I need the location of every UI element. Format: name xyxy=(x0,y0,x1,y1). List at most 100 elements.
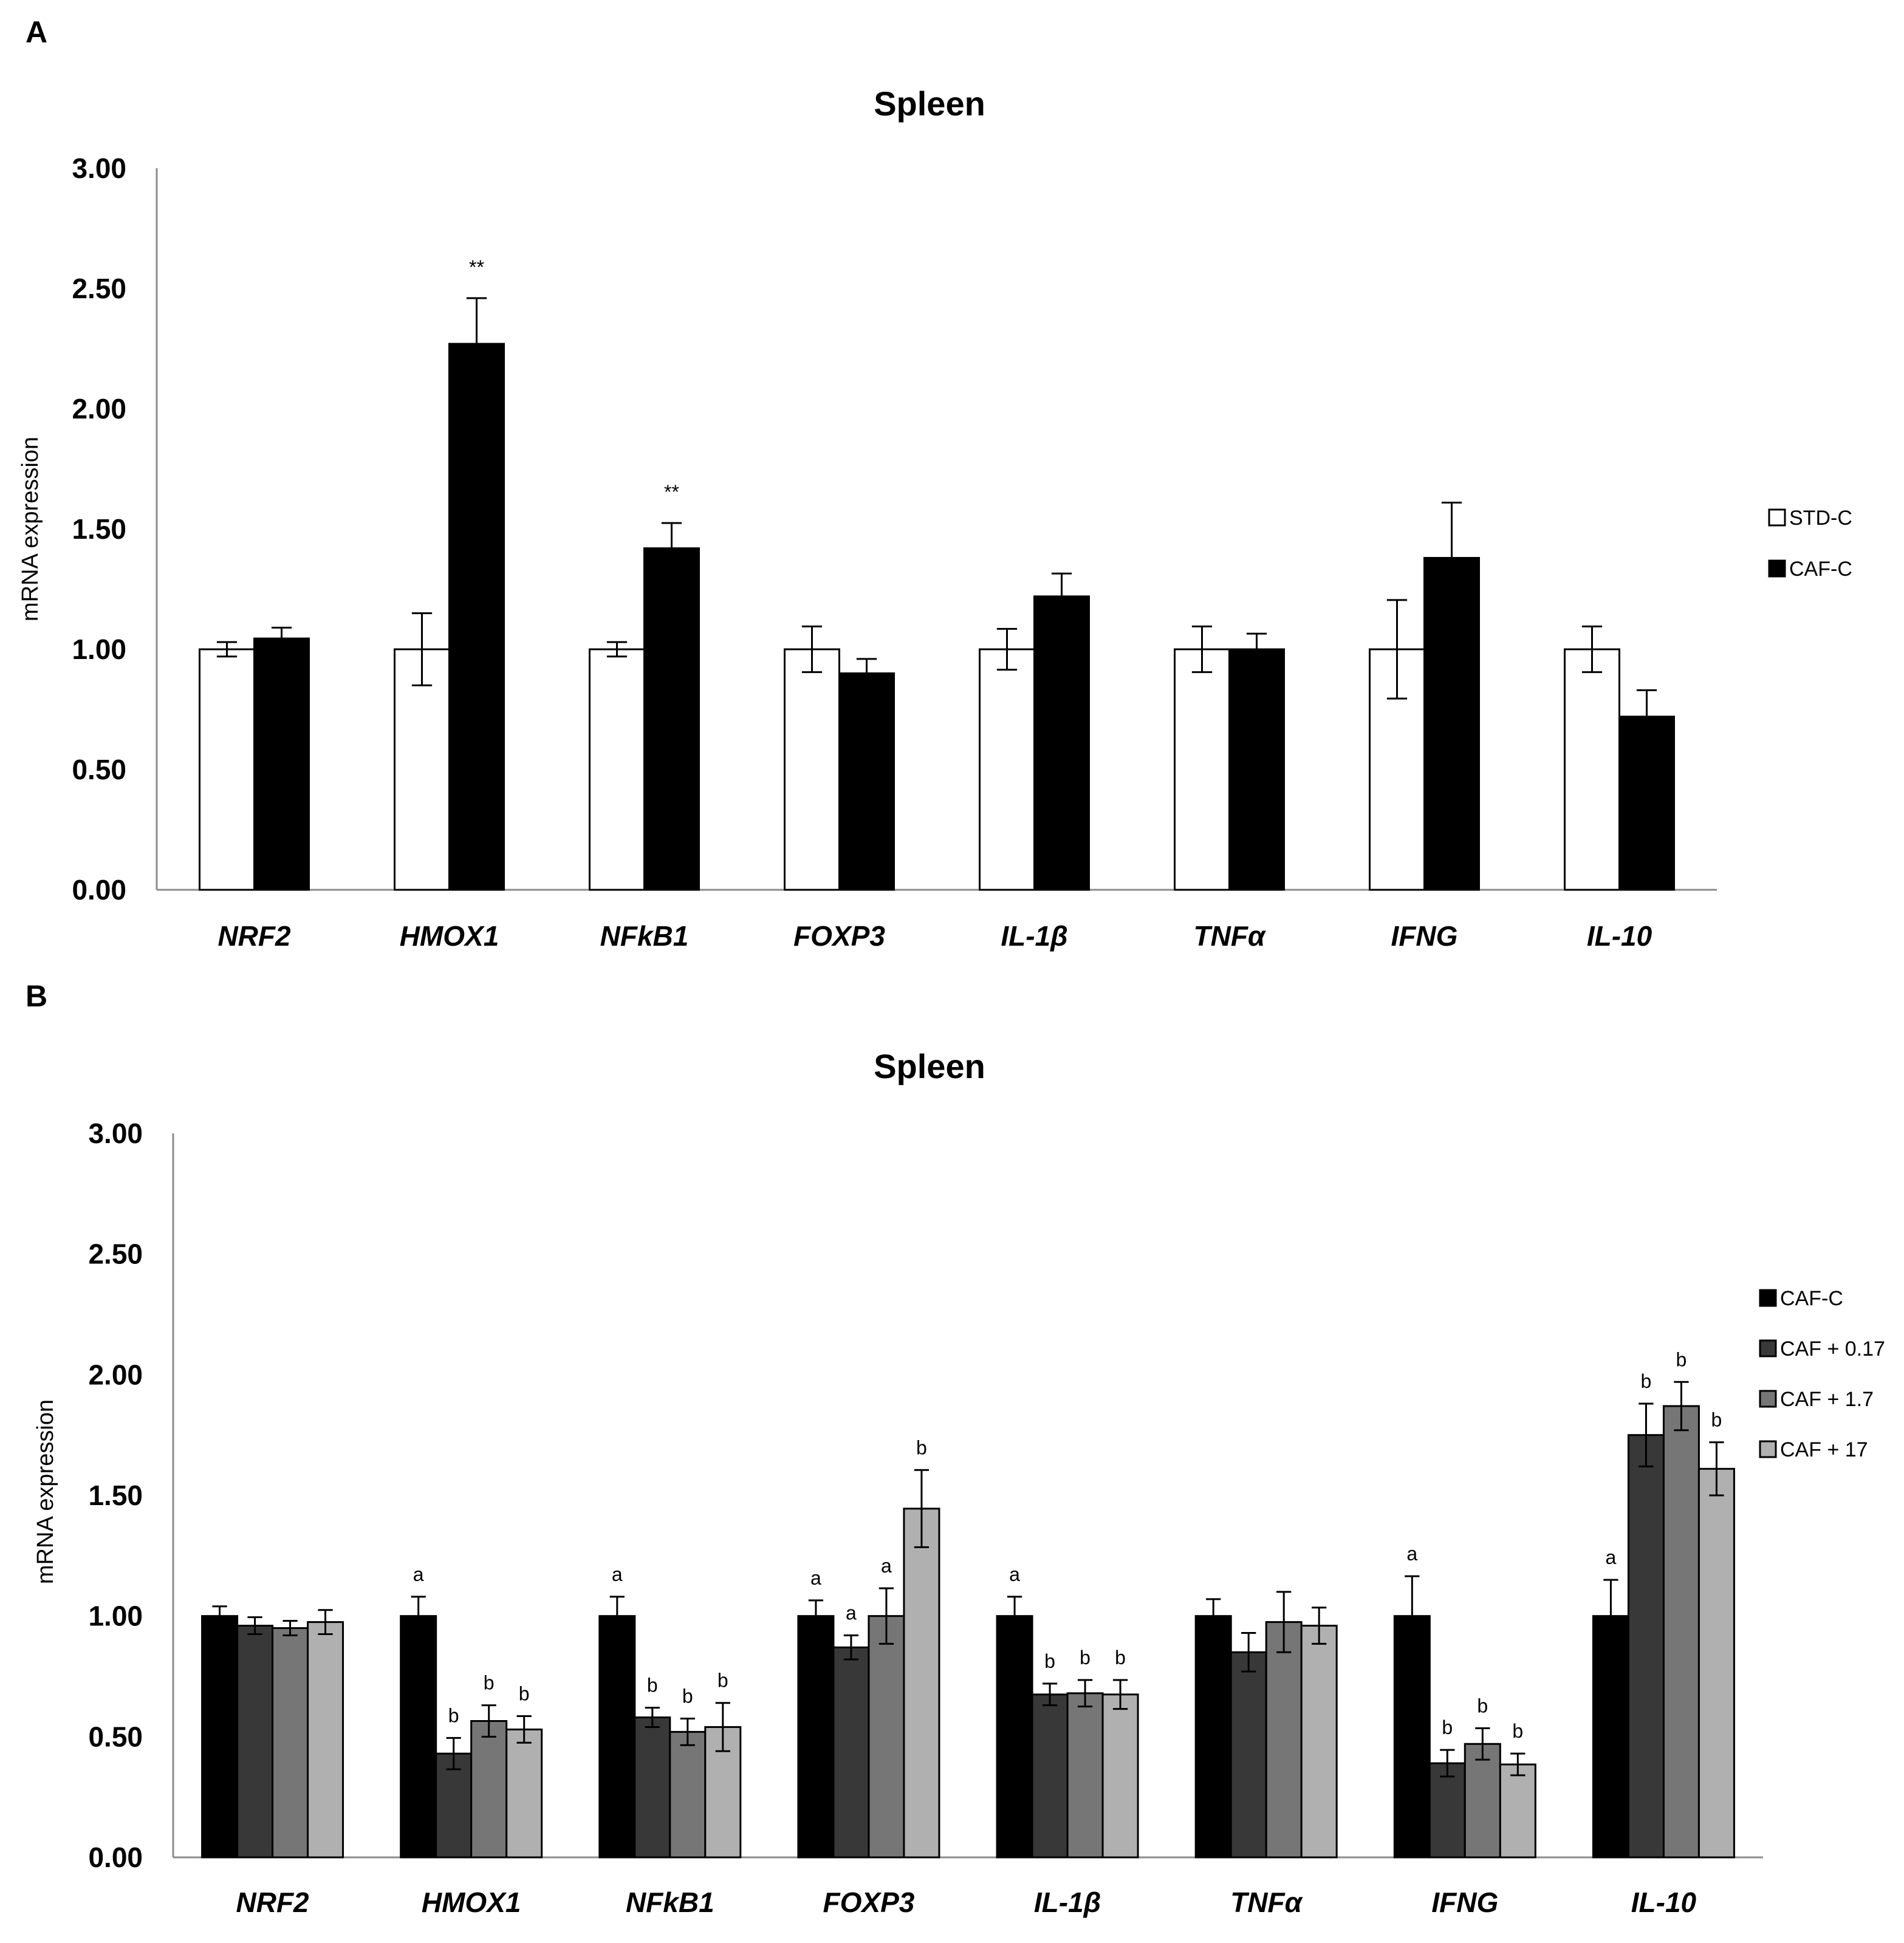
significance-annotation: a xyxy=(612,1563,623,1585)
error-bar-a-4-1 xyxy=(801,625,823,674)
x-category-label: IL-1β xyxy=(1001,920,1067,952)
bar-b-1-4 xyxy=(307,1621,344,1859)
bar-a-2-2 xyxy=(448,343,505,891)
bar-b-7-4 xyxy=(1499,1763,1536,1859)
error-bar-a-2-1 xyxy=(411,612,433,686)
bar-b-8-2 xyxy=(1627,1434,1665,1859)
error-bar-b-8-1 xyxy=(1603,1579,1618,1653)
significance-annotation: a xyxy=(413,1563,424,1585)
error-bar-b-5-3 xyxy=(1077,1679,1093,1708)
bar-b-6-4 xyxy=(1300,1625,1338,1859)
bar-b-2-4 xyxy=(505,1728,543,1859)
error-bar-a-5-2 xyxy=(1051,572,1072,620)
chart-panel-a: A Spleen mRNA expression 0.00 0.50 1.00 1.50 2.… xyxy=(18,15,1852,952)
significance-annotation: b xyxy=(647,1675,658,1696)
error-bar-b-5-2 xyxy=(1042,1682,1058,1707)
error-bar-b-1-1 xyxy=(212,1605,227,1627)
bar-a-5-1 xyxy=(979,648,1035,891)
x-category-label: TNFα xyxy=(1230,1887,1303,1918)
x-category-label: NFkB1 xyxy=(626,1887,714,1918)
bar-a-3-2 xyxy=(643,547,700,891)
error-bar-a-1-2 xyxy=(271,626,292,651)
error-bar-a-8-2 xyxy=(1636,689,1657,744)
error-bar-b-8-2 xyxy=(1639,1402,1654,1467)
y-tick-label: 3.00 xyxy=(72,152,126,184)
error-bar-b-1-2 xyxy=(247,1616,262,1635)
x-category-label: TNFα xyxy=(1194,920,1267,952)
panel-label-b: B xyxy=(26,979,47,1013)
bar-b-4-4 xyxy=(903,1508,940,1859)
significance-annotation: b xyxy=(1080,1647,1091,1668)
error-bar-b-2-2 xyxy=(446,1736,461,1771)
bar-b-3-2 xyxy=(634,1716,671,1859)
bar-b-4-1 xyxy=(797,1615,835,1859)
legend-swatch xyxy=(1768,559,1786,578)
error-bar-b-3-3 xyxy=(680,1718,695,1746)
significance-annotation: b xyxy=(1044,1650,1055,1672)
significance-annotation: b xyxy=(717,1670,728,1692)
error-bar-b-3-1 xyxy=(609,1596,625,1636)
significance-annotation: b xyxy=(484,1672,495,1694)
error-bar-b-4-4 xyxy=(914,1469,930,1548)
significance-annotation: a xyxy=(1606,1546,1617,1568)
error-bar-a-2-2 xyxy=(466,297,487,391)
y-axis-label-b: mRNA expression xyxy=(33,1399,58,1584)
bar-b-8-1 xyxy=(1592,1615,1629,1859)
error-bar-b-2-3 xyxy=(481,1704,496,1738)
y-tick-label: 2.50 xyxy=(88,1238,143,1270)
bar-b-1-3 xyxy=(272,1627,309,1859)
y-tick-label: 0.50 xyxy=(88,1721,143,1752)
error-bar-a-1-1 xyxy=(216,641,238,658)
bar-b-2-3 xyxy=(470,1720,508,1859)
legend-swatch xyxy=(1759,1339,1777,1357)
error-bar-b-3-2 xyxy=(645,1707,660,1728)
chart-title-b: Spleen xyxy=(874,1047,985,1085)
x-category-label: HMOX1 xyxy=(400,920,499,952)
bar-b-7-2 xyxy=(1428,1762,1466,1859)
significance-annotation: a xyxy=(810,1567,821,1589)
x-category-label: NFkB1 xyxy=(600,920,689,952)
bar-b-6-1 xyxy=(1194,1615,1232,1859)
y-tick-label: 2.00 xyxy=(72,393,126,425)
significance-annotation: ** xyxy=(469,256,484,278)
chart-title-a: Spleen xyxy=(874,84,985,123)
x-category-label: NRF2 xyxy=(236,1887,310,1918)
y-tick-label: 2.00 xyxy=(88,1359,143,1390)
significance-annotation: b xyxy=(1641,1370,1652,1392)
legend-label: CAF-C xyxy=(1789,558,1852,581)
error-bar-b-1-4 xyxy=(318,1609,333,1635)
x-category-label: FOXP3 xyxy=(793,920,885,952)
bar-a-4-1 xyxy=(784,648,840,891)
bar-b-5-2 xyxy=(1031,1693,1069,1859)
bar-b-3-1 xyxy=(598,1615,636,1859)
bar-b-7-3 xyxy=(1464,1743,1501,1859)
error-bar-a-6-2 xyxy=(1246,632,1267,666)
x-category-label: FOXP3 xyxy=(823,1887,915,1918)
y-tick-label: 1.00 xyxy=(72,633,126,665)
error-bar-b-4-2 xyxy=(843,1634,859,1661)
bar-b-5-1 xyxy=(996,1615,1033,1859)
legend-swatch xyxy=(1759,1289,1777,1307)
chart-panel-b: B Spleen mRNA expression 0.00 0.50 1.00 1.50 2.… xyxy=(26,979,1885,1918)
error-bar-b-7-4 xyxy=(1510,1752,1526,1777)
significance-annotation: b xyxy=(1711,1409,1722,1431)
significance-annotation: b xyxy=(1442,1716,1453,1738)
bar-b-8-4 xyxy=(1697,1467,1735,1859)
y-tick-label: 2.50 xyxy=(72,273,126,304)
legend-swatch xyxy=(1759,1390,1777,1408)
error-bar-b-1-3 xyxy=(283,1620,298,1636)
significance-annotation: b xyxy=(519,1683,530,1705)
y-tick-label: 1.50 xyxy=(72,513,126,545)
bar-b-3-3 xyxy=(669,1730,707,1859)
significance-annotation: b xyxy=(1115,1647,1126,1668)
error-bar-b-5-4 xyxy=(1112,1679,1128,1710)
error-bar-a-8-1 xyxy=(1581,625,1603,674)
bar-b-6-3 xyxy=(1265,1621,1303,1859)
error-bar-b-4-1 xyxy=(808,1599,824,1633)
error-bar-a-3-1 xyxy=(606,641,628,658)
error-bar-a-3-2 xyxy=(661,522,682,575)
x-category-label: IL-10 xyxy=(1587,920,1652,952)
y-tick-label: 3.00 xyxy=(88,1118,143,1149)
y-tick-label: 0.00 xyxy=(88,1842,143,1873)
